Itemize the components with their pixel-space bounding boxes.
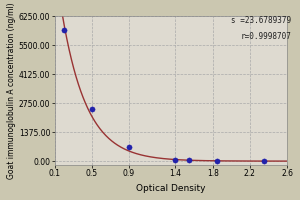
Point xyxy=(261,159,266,163)
Y-axis label: Goat immunoglobulin A concentration (ng/ml): Goat immunoglobulin A concentration (ng/… xyxy=(7,3,16,179)
Point xyxy=(215,159,220,163)
Point xyxy=(127,145,131,148)
Text: s =23.6789379: s =23.6789379 xyxy=(231,16,291,25)
Point xyxy=(89,107,94,110)
Text: r=0.9998707: r=0.9998707 xyxy=(240,32,291,41)
X-axis label: Optical Density: Optical Density xyxy=(136,184,206,193)
Point xyxy=(173,158,178,161)
Point xyxy=(61,28,66,31)
Point xyxy=(187,159,192,162)
